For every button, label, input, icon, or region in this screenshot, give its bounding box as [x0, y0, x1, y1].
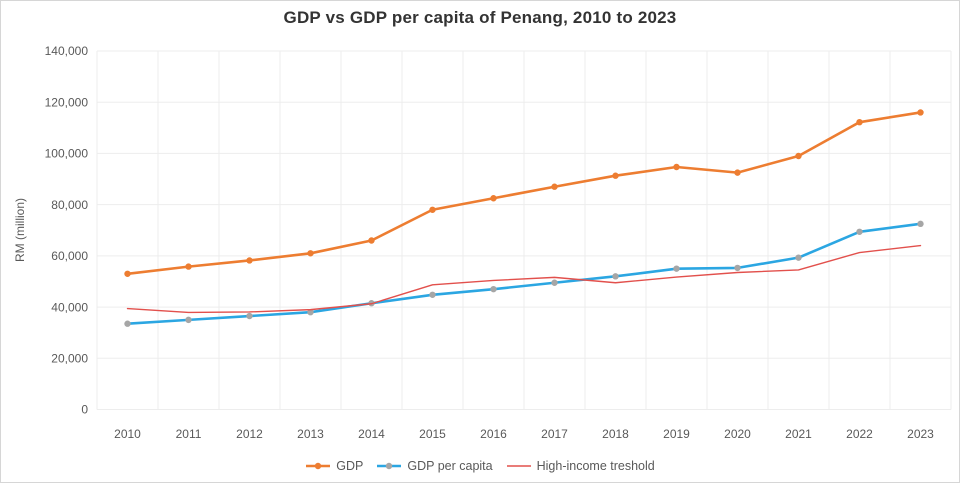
gdp-per-capita-data-point	[917, 220, 924, 228]
gdp-data-point	[795, 152, 802, 160]
series-gdp-per-capita	[124, 220, 924, 327]
x-axis-ticks: 2010 2011 2012 2013 2014 2015 2016 2017 2018 2019…	[114, 427, 934, 441]
series-gdp	[124, 109, 924, 277]
high-income-treshold-line	[126, 244, 922, 314]
legend-item-gdp-per-capita: GDP per capita	[376, 459, 493, 473]
legend-item-high-income-treshold: High-income treshold	[506, 459, 655, 473]
gdp-data-point	[185, 263, 192, 270]
gdp-per-capita-data-point	[673, 265, 680, 272]
x-tick-label: 2013	[297, 427, 324, 441]
gdp-data-point	[917, 109, 924, 116]
legend: GDP GDP per capita High-income treshold	[1, 459, 959, 473]
high-income-treshold-series-swatch-icon	[506, 465, 531, 467]
y-tick-label: 40,000	[51, 300, 88, 314]
x-tick-label: 2012	[236, 427, 263, 441]
x-tick-label: 2022	[846, 427, 873, 441]
gridlines	[96, 50, 952, 410]
legend-label-high-income-treshold: High-income treshold	[536, 459, 655, 473]
gdp-per-capita-series-swatch-icon	[377, 462, 402, 470]
legend-item-gdp: GDP	[305, 459, 363, 473]
gdp-per-capita-data-point	[734, 264, 741, 272]
x-tick-label: 2015	[419, 427, 446, 441]
x-tick-label: 2020	[724, 427, 751, 441]
gdp-data-point	[124, 270, 131, 277]
y-tick-label: 80,000	[51, 198, 88, 212]
x-tick-label: 2021	[785, 427, 812, 441]
chart-title: GDP vs GDP per capita of Penang, 2010 to…	[283, 8, 677, 27]
x-tick-label: 2014	[358, 427, 385, 441]
gdp-per-capita-data-point	[856, 228, 863, 235]
gdp-data-point	[429, 206, 436, 213]
gdp-per-capita-data-point	[490, 285, 497, 293]
x-tick-label: 2023	[907, 427, 934, 441]
gdp-per-capita-data-point	[246, 312, 253, 320]
y-tick-label: 120,000	[45, 95, 89, 109]
gdp-data-point	[246, 257, 253, 264]
gdp-data-point	[307, 250, 314, 257]
gdp-per-capita-line	[126, 222, 922, 326]
gdp-data-point	[368, 237, 375, 244]
gdp-per-capita-data-point	[307, 308, 314, 316]
gdp-data-point	[551, 183, 558, 190]
y-tick-label: 20,000	[51, 351, 88, 365]
gdp-per-capita-data-point	[429, 291, 436, 298]
x-tick-label: 2018	[602, 427, 629, 441]
gdp-data-point	[490, 195, 497, 202]
gdp-data-point	[612, 172, 619, 179]
x-tick-label: 2016	[480, 427, 507, 441]
gdp-per-capita-data-point	[551, 279, 558, 286]
y-axis-ticks: 0 20,000 40,000 60,000 80,000 100,000 120,000 1…	[45, 44, 89, 417]
series-high-income-treshold	[126, 244, 922, 314]
gdp-series-swatch-icon	[306, 462, 331, 470]
x-tick-label: 2017	[541, 427, 568, 441]
gdp-per-capita-data-point	[612, 273, 619, 280]
y-tick-label: 100,000	[45, 147, 89, 161]
y-tick-label: 60,000	[51, 249, 88, 263]
legend-label-gdp: GDP	[336, 459, 364, 473]
gdp-data-point	[734, 169, 741, 176]
x-tick-label: 2019	[663, 427, 690, 441]
legend-label-gdp-per-capita: GDP per capita	[407, 459, 493, 473]
y-tick-label: 0	[81, 403, 88, 417]
y-tick-label: 140,000	[45, 44, 89, 58]
gdp-data-point	[856, 118, 863, 126]
x-tick-label: 2011	[176, 427, 202, 441]
gdp-per-capita-data-point	[795, 254, 802, 261]
gdp-data-point	[673, 163, 680, 171]
x-tick-label: 2010	[114, 427, 141, 441]
gdp-per-capita-data-point	[185, 316, 192, 324]
gdp-per-capita-data-point	[124, 320, 131, 327]
gdp-line	[126, 111, 922, 276]
